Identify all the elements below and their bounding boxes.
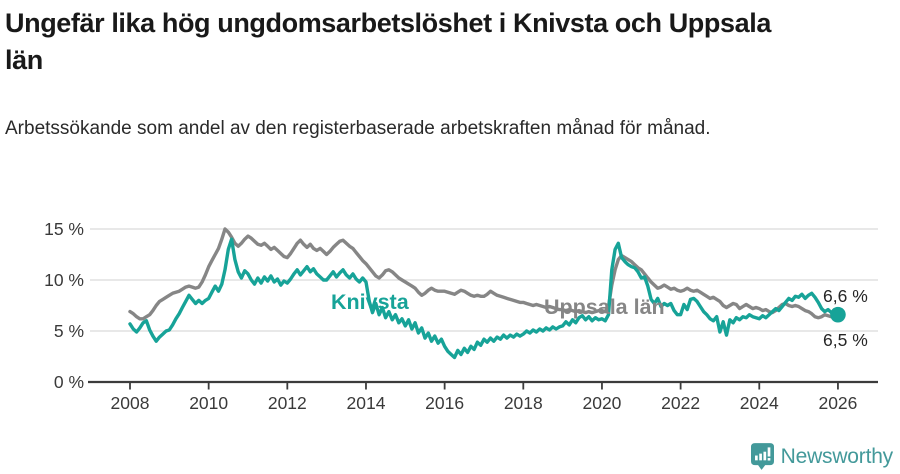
line-chart: 0 % 5 % 10 % 15 % 2008 2010 2012 2014 2016 2018 20…	[0, 205, 900, 440]
newsworthy-icon	[750, 443, 774, 470]
y-tick-label: 15 %	[44, 219, 84, 239]
x-tick-label: 2008	[111, 393, 150, 413]
chart-title: Ungefär lika hög ungdomsarbetslöshet i K…	[5, 8, 771, 75]
x-tick-label: 2024	[740, 393, 779, 413]
knivsta-end-dot	[830, 306, 846, 323]
newsworthy-wordmark: Newsworthy	[780, 444, 894, 468]
y-tick-label: 5 %	[54, 321, 84, 341]
uppsala-line	[128, 227, 840, 321]
knivsta-end-value-label: 6,6 %	[823, 286, 868, 306]
newsworthy-logo: Newsworthy	[750, 443, 894, 470]
uppsala-end-value-label: 6,5 %	[823, 330, 868, 350]
knivsta-line	[128, 237, 840, 360]
y-tick-label: 10 %	[44, 270, 84, 290]
x-tick-label: 2020	[582, 393, 621, 413]
chart-canvas: 0 % 5 % 10 % 15 % 2008 2010 2012 2014 2016 2018 20…	[44, 219, 878, 413]
x-tick-label: 2012	[268, 393, 307, 413]
knivsta-series-label: Knivsta	[331, 290, 410, 314]
x-tick-label: 2018	[504, 393, 543, 413]
x-tick-label: 2026	[818, 393, 857, 413]
chart-subtitle: Arbetssökande som andel av den registerb…	[5, 118, 711, 139]
x-tick-label: 2022	[661, 393, 700, 413]
uppsala-series-label: Uppsala län	[544, 295, 665, 319]
x-tick-label: 2014	[347, 393, 386, 413]
y-tick-label: 0 %	[54, 372, 84, 392]
x-tick-label: 2010	[189, 393, 228, 413]
x-tick-label: 2016	[425, 393, 464, 413]
